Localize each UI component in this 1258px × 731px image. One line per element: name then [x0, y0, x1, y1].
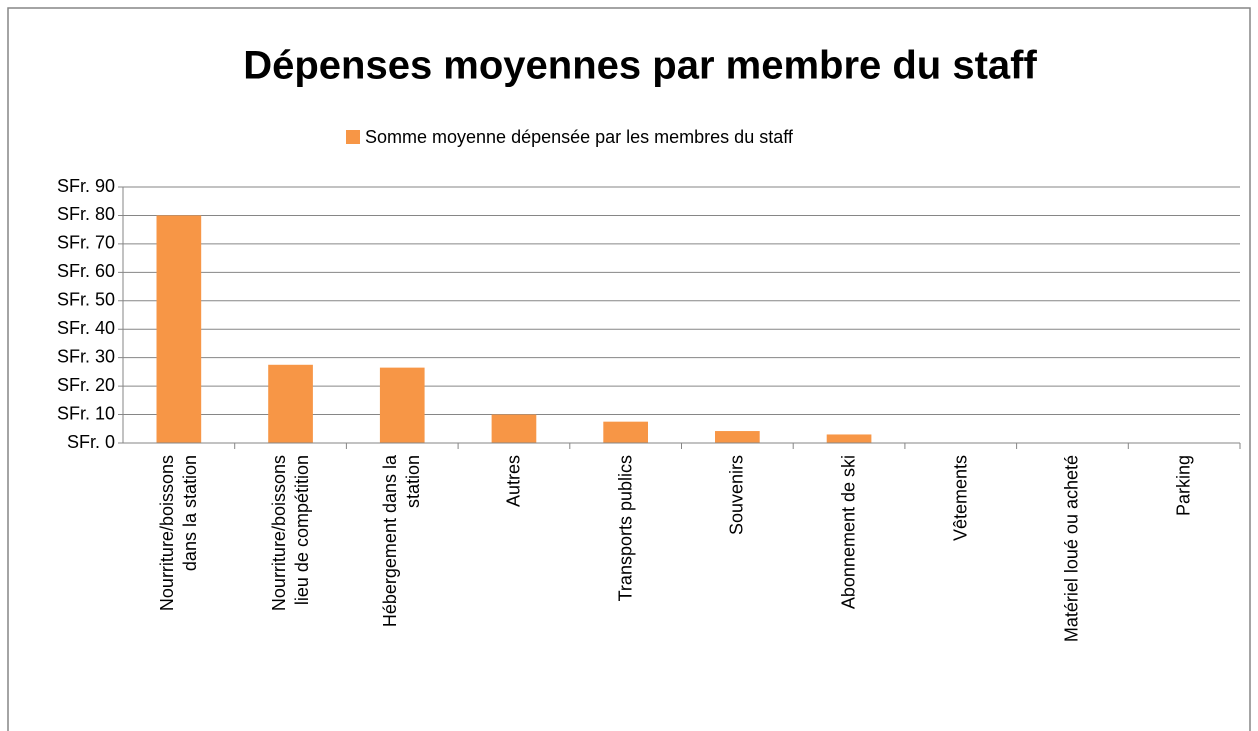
bar — [491, 414, 537, 443]
x-tick-label: Nourriture/boissons lieu de compétition — [268, 455, 312, 612]
legend-label: Somme moyenne dépensée par les membres d… — [365, 127, 794, 147]
x-tick-label: Parking — [1173, 455, 1194, 517]
bar — [268, 364, 313, 443]
x-tick-label: Nourriture/boissons dans la station — [156, 455, 200, 612]
x-tick-label: Matériel loué ou acheté — [1061, 455, 1082, 643]
y-tick-label: SFr. 30 — [57, 346, 115, 366]
y-tick-label: SFr. 60 — [57, 261, 115, 281]
y-tick-label: SFr. 80 — [57, 204, 115, 224]
y-tick-label: SFr. 40 — [57, 318, 115, 338]
bar — [379, 367, 425, 443]
bar — [826, 434, 872, 443]
y-tick-label: SFr. 70 — [57, 233, 115, 253]
chart-title: Dépenses moyennes par membre du staff — [243, 44, 1037, 88]
chart-border — [7, 7, 1251, 731]
bar — [156, 215, 202, 443]
bar — [715, 431, 760, 443]
y-tick-label: SFr. 20 — [57, 375, 115, 395]
y-tick-label: SFr. 50 — [57, 290, 115, 310]
x-tick-label: Abonnement de ski — [838, 455, 859, 610]
x-tick-label: Hébergement dans la station — [380, 455, 424, 628]
x-tick-label: Autres — [503, 455, 524, 508]
y-tick-label: SFr. 10 — [57, 403, 115, 423]
x-tick-label: Souvenirs — [726, 455, 747, 536]
legend-swatch — [346, 130, 360, 144]
bar — [603, 421, 648, 443]
x-tick-label: Vêtements — [950, 455, 971, 542]
y-tick-label: SFr. 0 — [67, 432, 115, 452]
x-tick-label: Transports publics — [615, 455, 636, 602]
y-tick-label: SFr. 90 — [57, 176, 115, 196]
